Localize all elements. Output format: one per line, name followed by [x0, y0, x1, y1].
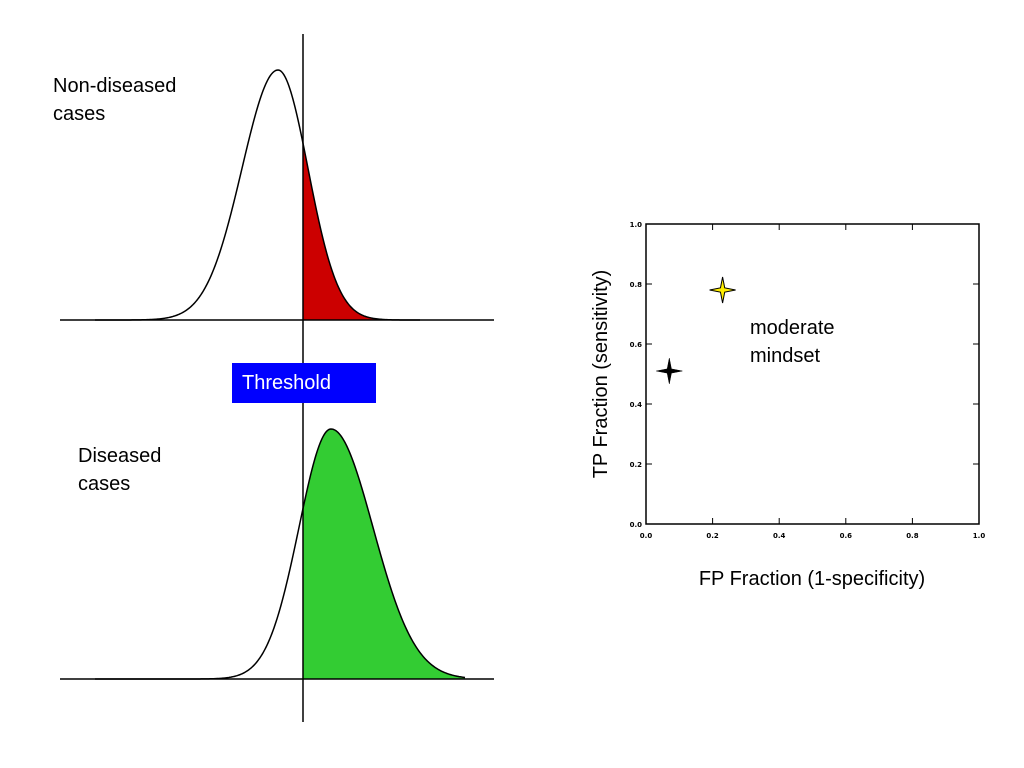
roc-y-tick-label: 0.8 [630, 281, 643, 289]
roc-plot-frame [645, 223, 980, 525]
roc-y-tick-label: 1.0 [630, 221, 643, 229]
roc-plot: 0.0 0.2 0.4 0.6 0.8 1.0 0.0 0.2 0.4 0.6 0.8 1.0 FP … [590, 221, 985, 590]
roc-ticks: 0.0 0.2 0.4 0.6 0.8 1.0 0.0 0.2 0.4 0.6 0.8 1.0 [630, 221, 986, 540]
roc-y-tick-label: 0.6 [630, 341, 643, 349]
roc-x-tick-label: 0.8 [906, 532, 919, 540]
true-positive-area [303, 429, 465, 679]
mindset-annotation-line-2: mindset [750, 345, 820, 367]
roc-x-tick-label: 0.0 [640, 532, 653, 540]
roc-y-tick-label: 0.0 [630, 521, 643, 529]
roc-x-tick-label: 0.2 [706, 532, 719, 540]
diseased-label: Diseased cases [78, 445, 162, 495]
roc-y-tick-label: 0.4 [630, 401, 643, 409]
roc-x-tick-label: 0.4 [773, 532, 786, 540]
threshold-label: Threshold [232, 363, 376, 403]
roc-x-tick-label: 1.0 [973, 532, 986, 540]
mindset-annotation-line-1: moderate [750, 317, 835, 339]
roc-point-star-2 [709, 276, 736, 304]
roc-point-star-1 [656, 357, 683, 385]
roc-x-axis-title: FP Fraction (1-specificity) [699, 568, 925, 590]
roc-x-tick-label: 0.6 [840, 532, 853, 540]
roc-y-axis-title: TP Fraction (sensitivity) [590, 270, 612, 479]
roc-y-tick-label: 0.2 [630, 461, 643, 469]
false-positive-area [303, 143, 420, 320]
roc-points [656, 276, 736, 385]
non-diseased-label: Non-diseased cases [53, 75, 177, 125]
